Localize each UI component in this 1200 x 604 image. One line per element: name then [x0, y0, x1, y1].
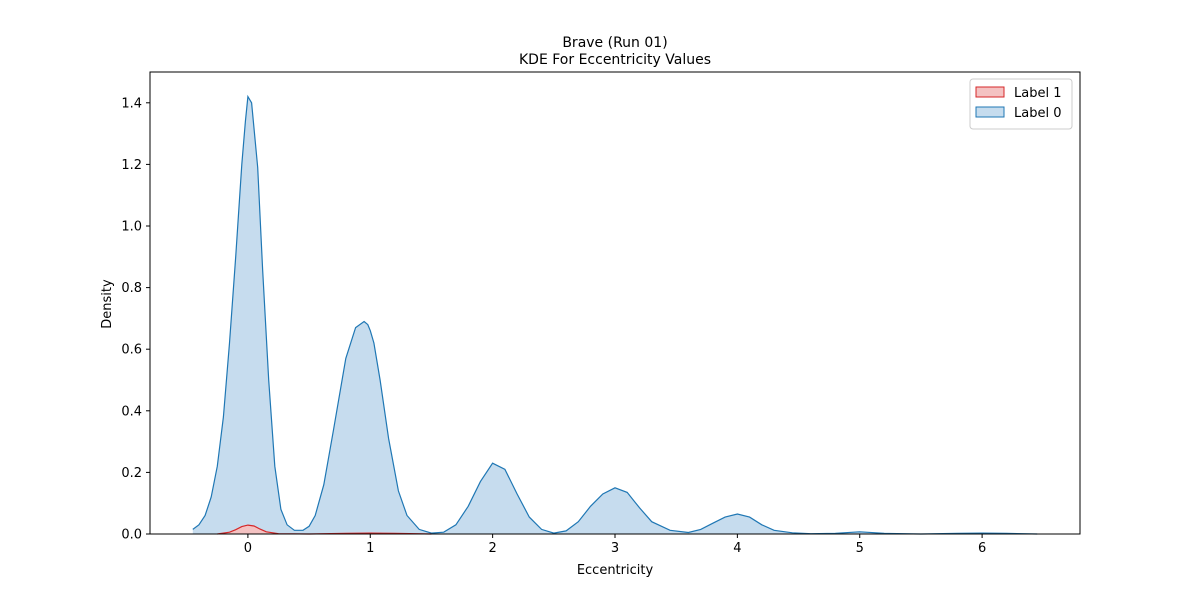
- y-tick-label: 0.8: [121, 281, 142, 296]
- legend-label-label-0: Label 0: [1014, 106, 1061, 121]
- legend-swatch-label-1: [975, 86, 1005, 98]
- x-tick-label: 1: [366, 541, 374, 556]
- y-tick-label: 0.0: [121, 528, 142, 543]
- x-axis-ticks: 0 1 2 3 4 5 6: [244, 534, 986, 556]
- legend-swatch-label-0: [975, 106, 1005, 118]
- chart-title: Brave (Run 01): [562, 35, 667, 51]
- series-area-label-0: [192, 96, 1038, 534]
- x-tick-label: 2: [488, 541, 496, 556]
- chart-subtitle: KDE For Eccentricity Values: [519, 52, 711, 68]
- series-line-label-1: [217, 524, 432, 535]
- y-axis-label: Density: [100, 279, 115, 329]
- x-axis-label: Eccentricity: [577, 563, 654, 578]
- y-tick-label: 0.6: [121, 343, 142, 358]
- x-tick-label: 0: [244, 541, 252, 556]
- series-layer: [192, 94, 1038, 535]
- y-tick-label: 1.0: [121, 220, 142, 235]
- legend: Label 1 Label 0: [969, 78, 1073, 130]
- y-tick-label: 0.2: [121, 466, 142, 481]
- x-tick-label: 6: [978, 541, 986, 556]
- x-tick-label: 3: [611, 541, 619, 556]
- series-line-label-0: [192, 94, 1038, 535]
- y-tick-label: 1.4: [121, 96, 142, 111]
- x-tick-label: 5: [856, 541, 864, 556]
- y-tick-label: 1.2: [121, 158, 142, 173]
- legend-label-label-1: Label 1: [1014, 86, 1061, 101]
- y-tick-label: 0.4: [121, 404, 142, 419]
- y-axis-ticks: 0.0 0.2 0.4 0.6 0.8 1.0 1.2 1.4: [121, 96, 150, 543]
- x-tick-label: 4: [733, 541, 741, 556]
